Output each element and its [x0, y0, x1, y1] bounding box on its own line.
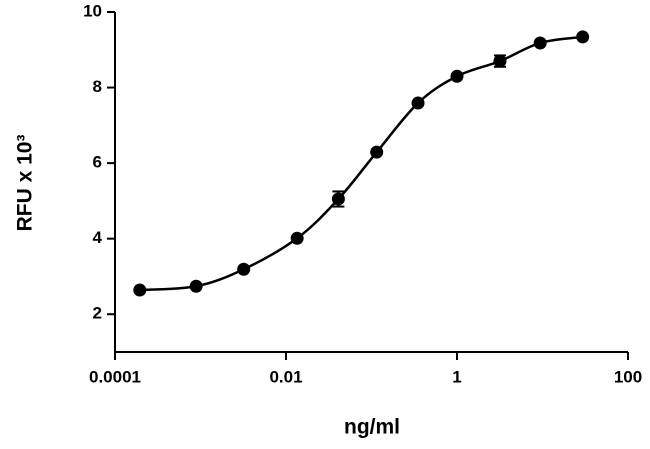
y-tick-label: 6 [93, 153, 102, 172]
x-tick-label: 0.01 [269, 367, 302, 386]
y-axis-label: RFU x 10³ [14, 135, 37, 232]
data-point [133, 283, 147, 297]
y-tick-label: 2 [93, 304, 102, 323]
data-point [331, 192, 345, 206]
data-point [576, 30, 590, 44]
data-point [189, 279, 203, 293]
data-point [370, 145, 384, 159]
x-tick-label: 100 [614, 367, 642, 386]
x-tick-label: 0.0001 [89, 367, 141, 386]
data-point [237, 262, 251, 276]
data-point [533, 36, 547, 50]
fit-curve [139, 35, 583, 292]
data-point [411, 96, 425, 110]
data-point [450, 69, 464, 83]
data-point [493, 54, 507, 68]
data-point [290, 231, 304, 245]
x-tick-label: 1 [452, 367, 461, 386]
y-tick-label: 10 [83, 1, 102, 20]
y-tick-label: 4 [93, 228, 103, 247]
x-axis-label: ng/ml [344, 416, 400, 439]
y-tick-label: 8 [93, 77, 102, 96]
